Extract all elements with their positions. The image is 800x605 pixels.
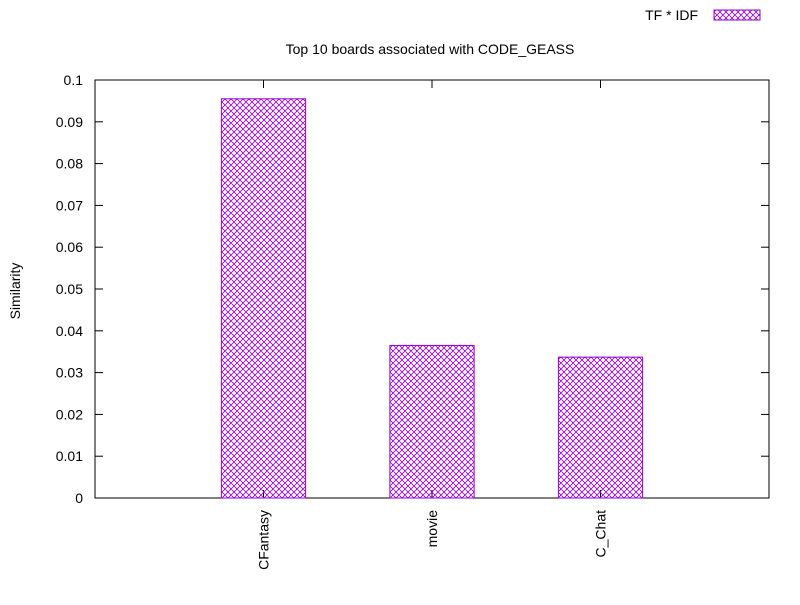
y-tick-label: 0.06 [56, 239, 83, 255]
y-tick-label: 0.08 [56, 156, 83, 172]
bar-c-chat [557, 356, 644, 499]
y-tick-label: 0.01 [56, 448, 83, 464]
x-tick-label: movie [424, 510, 440, 548]
y-tick-label: 0.07 [56, 197, 83, 213]
legend: TF * IDF [645, 7, 761, 23]
bar-movie [389, 344, 475, 499]
bar-cfantasy [220, 98, 307, 499]
x-tick-label: C_Chat [593, 510, 609, 558]
bars [220, 98, 644, 499]
y-tick-label: 0.03 [56, 365, 83, 381]
y-axis-ticks: 0 0.01 0.02 0.03 0.04 0.05 0.06 0.07 0.08 0.09 0.1 [56, 72, 769, 506]
y-tick-label: 0 [75, 490, 83, 506]
chart-title: Top 10 boards associated with CODE_GEASS [286, 41, 575, 57]
y-axis-label: Similarity [7, 263, 23, 320]
y-tick-label: 0.04 [56, 323, 83, 339]
legend-swatch [713, 9, 761, 21]
y-tick-label: 0.02 [56, 406, 83, 422]
x-tick-label: CFantasy [256, 510, 272, 570]
x-axis-ticks: CFantasy movie C_Chat [256, 80, 609, 570]
y-tick-label: 0.1 [64, 72, 84, 88]
y-tick-label: 0.09 [56, 114, 83, 130]
legend-label: TF * IDF [645, 7, 698, 23]
y-tick-label: 0.05 [56, 281, 83, 297]
